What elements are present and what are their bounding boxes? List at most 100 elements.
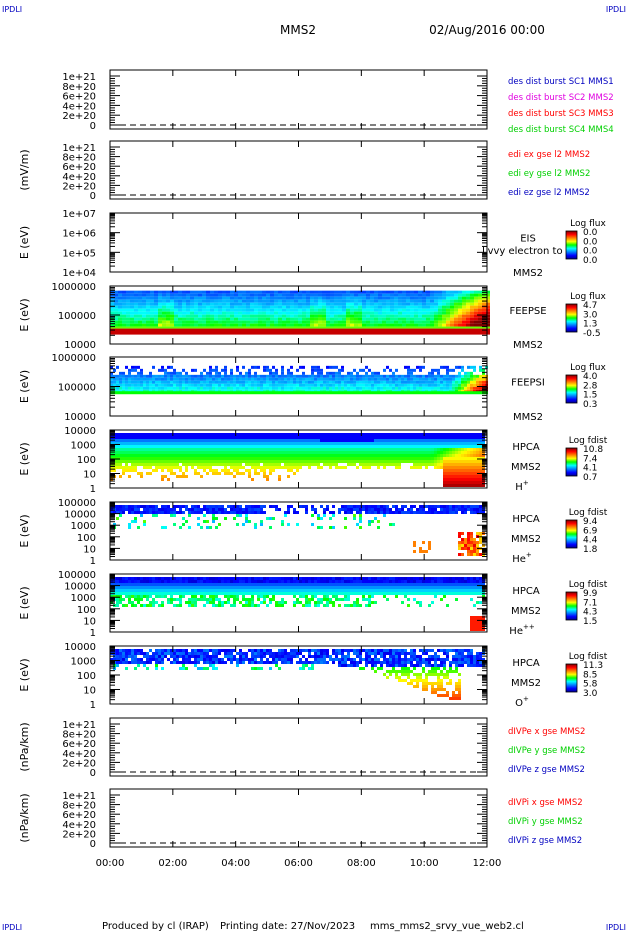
spectrogram-cell — [226, 297, 230, 300]
spectrogram-cell — [149, 391, 152, 394]
spectrogram-cell — [166, 329, 170, 335]
spectrogram-cell — [354, 329, 358, 335]
spectrogram-cell — [134, 375, 137, 378]
spectrogram-cell — [305, 460, 308, 463]
spectrogram-cell — [464, 505, 467, 508]
spectrogram-cell — [311, 463, 314, 466]
spectrogram-cell — [245, 436, 248, 439]
spectrogram-cell — [299, 366, 302, 369]
spectrogram-cell — [230, 312, 234, 315]
spectrogram-cell — [377, 463, 380, 466]
spectrogram-cell — [218, 318, 222, 321]
spectrogram-cell — [410, 291, 414, 294]
spectrogram-cell — [182, 384, 185, 387]
spectrogram-cell — [392, 445, 395, 448]
spectrogram-cell — [146, 378, 149, 381]
spectrogram-cell — [326, 321, 330, 324]
spectrogram-cell — [371, 457, 374, 460]
spectrogram-cell — [206, 300, 210, 303]
spectrogram-cell — [305, 442, 308, 445]
spectrogram-cell — [246, 300, 250, 303]
spectrogram-cell — [239, 445, 242, 448]
spectrogram-cell — [306, 324, 310, 327]
spectrogram-cell — [250, 321, 254, 324]
spectrogram-cell — [478, 318, 482, 321]
spectrogram-cell — [215, 436, 218, 439]
spectrogram-cell — [464, 481, 467, 484]
spectrogram-cell — [443, 378, 446, 381]
spectrogram-cell — [346, 315, 350, 318]
spectrogram-cell — [238, 312, 242, 315]
spectrogram-cell — [206, 526, 209, 529]
spectrogram-cell — [428, 457, 431, 460]
spectrogram-cell — [206, 309, 210, 312]
spectrogram-cell — [455, 511, 458, 514]
spectrogram-cell — [358, 306, 362, 309]
panel-frame — [110, 70, 487, 129]
spectrogram-cell — [314, 321, 318, 324]
spectrogram-cell — [206, 511, 209, 514]
spectrogram-cell — [258, 309, 262, 312]
spectrogram-cell — [245, 372, 248, 375]
spectrogram-cell — [461, 472, 464, 475]
spectrogram-cell — [118, 303, 122, 306]
spectrogram-cell — [251, 439, 254, 442]
spectrogram-cell — [320, 448, 323, 451]
spectrogram-cell — [281, 454, 284, 457]
spectrogram-cell — [218, 433, 221, 436]
spectrogram-cell — [262, 327, 266, 329]
spectrogram-cell — [131, 384, 134, 387]
spectrogram-cell — [354, 297, 358, 300]
spectrogram-cell — [143, 436, 146, 439]
spectrogram-cell — [150, 306, 154, 309]
spectrogram-cell — [233, 466, 236, 469]
spectrogram-cell — [209, 381, 212, 384]
spectrogram-cell — [164, 442, 167, 445]
spectrogram-cell — [270, 324, 274, 327]
spectrogram-cell — [443, 448, 446, 451]
spectrogram-cell — [442, 315, 446, 318]
spectrogram-cell — [275, 463, 278, 466]
spectrogram-cell — [329, 442, 332, 445]
spectrogram-cell — [416, 466, 419, 469]
spectrogram-cell — [443, 433, 446, 436]
spectrogram-cell — [461, 469, 464, 472]
spectrogram-cell — [458, 321, 462, 324]
spectrogram-cell — [152, 442, 155, 445]
spectrogram-cell — [137, 381, 140, 384]
spectrogram-cell — [198, 327, 202, 329]
spectrogram-cell — [146, 291, 150, 294]
spectrogram-cell — [227, 439, 230, 442]
spectrogram-cell — [470, 378, 473, 381]
spectrogram-cell — [370, 300, 374, 303]
spectrogram-cell — [466, 306, 470, 309]
spectrogram-cell — [128, 391, 131, 394]
spectrogram-cell — [194, 460, 197, 463]
spectrogram-cell — [476, 544, 479, 547]
spectrogram-cell — [281, 523, 284, 526]
spectrogram-cell — [158, 445, 161, 448]
spectrogram-cell — [476, 475, 479, 478]
spectrogram-cell — [440, 442, 443, 445]
spectrogram-cell — [359, 381, 362, 384]
spectrogram-cell — [154, 329, 158, 335]
spectrogram-cell — [362, 297, 366, 300]
spectrogram-cell — [326, 294, 330, 297]
spectrogram-cell — [269, 445, 272, 448]
spectrogram-cell — [476, 445, 479, 448]
spectrogram-cell — [342, 327, 346, 329]
spectrogram-cell — [119, 378, 122, 381]
spectrogram-cell — [176, 448, 179, 451]
spectrogram-cell — [356, 457, 359, 460]
spectrogram-cell — [404, 442, 407, 445]
spectrogram-cell — [452, 454, 455, 457]
spectrogram-cell — [281, 439, 284, 442]
spectrogram-cell — [130, 315, 134, 318]
spectrogram-cell — [467, 387, 470, 390]
spectrogram-cell — [122, 312, 126, 315]
spectrogram-cell — [377, 378, 380, 381]
spectrogram-cell — [335, 460, 338, 463]
spectrogram-cell — [416, 451, 419, 454]
spectrogram-cell — [461, 384, 464, 387]
spectrogram-cell — [410, 445, 413, 448]
